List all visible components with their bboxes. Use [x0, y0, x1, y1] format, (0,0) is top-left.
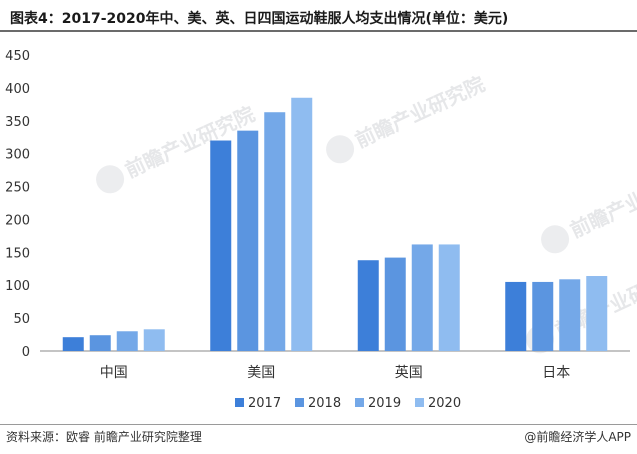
bar-日本-2020 [586, 276, 608, 351]
y-tick-label: 50 [13, 312, 30, 327]
legend-item-2020: 2020 [415, 396, 461, 411]
watermark: 前瞻产业研究院 [96, 102, 258, 194]
legend-swatch [355, 398, 364, 407]
legend: 2017 2018 2019 2020 [235, 396, 461, 411]
x-axis: 中国 美国 英国 日本 [40, 350, 630, 381]
y-tick-label: 150 [5, 246, 30, 261]
legend-swatch [415, 398, 424, 407]
bar-中国-2020 [143, 329, 165, 351]
bar-日本-2019 [559, 279, 581, 351]
legend-label: 2017 [248, 396, 281, 411]
x-tick-label: 美国 [247, 365, 275, 381]
bar-英国-2018 [384, 257, 406, 351]
y-tick-label: 100 [5, 279, 30, 294]
chart-title: 图表4：2017-2020年中、美、英、日四国运动鞋服人均支出情况(单位：美元) [10, 11, 509, 27]
bar-中国-2019 [116, 331, 138, 351]
x-tick-label: 中国 [100, 365, 128, 381]
watermark: 前瞻产业研究院 [326, 72, 488, 164]
bar-美国-2018 [237, 130, 259, 351]
legend-item-2017: 2017 [235, 396, 281, 411]
x-tick-label: 英国 [395, 364, 423, 381]
bar-日本-2018 [532, 281, 554, 351]
legend-label: 2020 [428, 396, 461, 411]
y-tick-label: 250 [5, 181, 30, 196]
bar-美国-2017 [210, 140, 232, 351]
legend-label: 2019 [368, 396, 401, 411]
x-tick-label: 日本 [542, 365, 570, 381]
watermark-text: 前瞻产业研究院 [566, 162, 637, 243]
watermark-text: 前瞻产业研究院 [351, 72, 488, 153]
bar-英国-2019 [411, 244, 433, 351]
bar-英国-2017 [357, 260, 379, 351]
y-tick-label: 350 [5, 115, 30, 130]
title-divider [0, 30, 637, 32]
bar-英国-2020 [438, 244, 460, 351]
y-tick-label: 300 [5, 148, 30, 163]
y-tick-label: 400 [5, 82, 30, 97]
legend-label: 2018 [308, 396, 341, 411]
credit-note: @前瞻经济学人APP [524, 430, 631, 444]
legend-swatch [295, 398, 304, 407]
legend-item-2019: 2019 [355, 396, 401, 411]
bars [62, 97, 608, 351]
bar-美国-2019 [264, 112, 286, 351]
y-tick-label: 200 [5, 213, 30, 228]
bar-美国-2020 [291, 97, 313, 351]
bar-日本-2017 [505, 281, 527, 351]
bar-中国-2017 [62, 337, 84, 351]
source-note: 资料来源：欧睿 前瞻产业研究院整理 [6, 430, 202, 444]
bar-chart: 前瞻产业研究院前瞻产业研究院前瞻产业研究院前瞻产业研究院 05010015020… [5, 49, 637, 411]
footer-divider [0, 424, 637, 425]
watermark: 前瞻产业研究院 [541, 162, 637, 254]
legend-item-2018: 2018 [295, 396, 341, 411]
y-tick-label: 0 [22, 345, 30, 360]
bar-中国-2018 [89, 335, 111, 351]
legend-swatch [235, 398, 244, 407]
y-axis: 0 50 100 150 200 250 300 350 400 450 [5, 49, 30, 360]
y-tick-label: 450 [5, 49, 30, 64]
